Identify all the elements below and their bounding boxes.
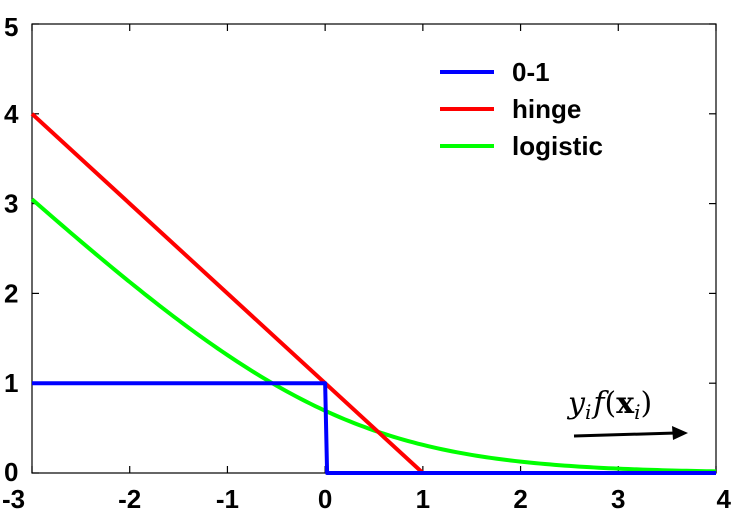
x-tick-label: -3	[2, 484, 25, 514]
x-tick-label: 2	[513, 484, 527, 514]
legend: 0-1 hinge logistic	[440, 57, 603, 161]
x-tick-label: 1	[416, 484, 430, 514]
y-tick-label: 1	[4, 368, 18, 398]
tick-labels: -3 -2 -1 0 1 2 3 4 0 1 2 3 4 5	[2, 12, 732, 514]
series-layer	[30, 112, 717, 475]
x-tick-label: 4	[717, 484, 732, 514]
y-tick-label: 4	[4, 99, 19, 129]
annotation-label: yif(xi)	[566, 386, 652, 424]
y-tick-label: 5	[4, 12, 18, 42]
legend-label-logistic: logistic	[512, 131, 603, 161]
x-tick-label: 0	[318, 484, 332, 514]
series-line-0-1	[32, 381, 716, 475]
y-tick-label: 3	[4, 189, 18, 219]
x-tick-label: 3	[611, 484, 625, 514]
x-tick-label: -1	[216, 484, 239, 514]
legend-label-hinge: hinge	[512, 94, 581, 124]
x-tick-label: -2	[118, 484, 141, 514]
legend-label-0-1: 0-1	[512, 57, 550, 87]
y-tick-label: 2	[4, 278, 18, 308]
y-tick-label: 0	[4, 457, 18, 487]
annotation: yif(xi)	[566, 386, 688, 440]
annotation-arrowhead	[672, 426, 688, 440]
annotation-arrow-shaft	[573, 431, 677, 438]
